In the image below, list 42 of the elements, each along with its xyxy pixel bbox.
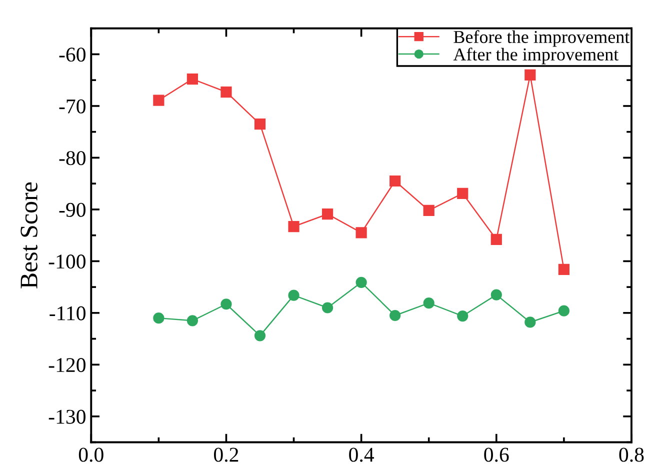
point: [524, 69, 536, 80]
point: [322, 208, 334, 220]
point: [490, 289, 502, 300]
point: [558, 305, 570, 316]
y-tick-label: -110: [50, 306, 86, 320]
x-tick-label: 0.0: [78, 448, 104, 462]
point: [356, 276, 367, 288]
y-tick-label: -130: [48, 410, 86, 424]
y-axis-title: Best Score: [20, 182, 38, 288]
point: [220, 86, 232, 98]
y-tick-label: -120: [48, 358, 86, 372]
point: [254, 330, 266, 342]
y-tick-label: -80: [59, 151, 86, 166]
point: [423, 204, 434, 216]
point: [220, 298, 232, 310]
x-tick-label: 0.4: [349, 448, 374, 462]
point: [558, 264, 570, 276]
point: [390, 310, 401, 322]
point: [153, 312, 164, 324]
x-tick-label: 0.6: [484, 448, 509, 462]
x-tick-label: 0.2: [214, 448, 238, 462]
point: [457, 188, 468, 199]
y-tick-label: -60: [59, 48, 86, 62]
point: [186, 315, 198, 326]
point: [186, 74, 198, 85]
y-tick-label: -100: [48, 254, 86, 269]
y-tick-label: -70: [59, 99, 86, 114]
legend-label: After the improvement: [453, 48, 619, 64]
point: [457, 310, 468, 322]
point: [490, 234, 502, 246]
point: [153, 94, 164, 106]
point: [322, 302, 334, 314]
x-tick-label: 0.8: [619, 448, 644, 462]
point: [390, 175, 401, 187]
point: [254, 118, 266, 130]
point: [288, 290, 300, 301]
point: [288, 220, 300, 232]
legend-label: Before the improvement: [454, 30, 630, 47]
point: [356, 227, 367, 238]
point: [423, 298, 434, 309]
point: [524, 316, 536, 328]
y-tick-label: -90: [59, 202, 86, 217]
